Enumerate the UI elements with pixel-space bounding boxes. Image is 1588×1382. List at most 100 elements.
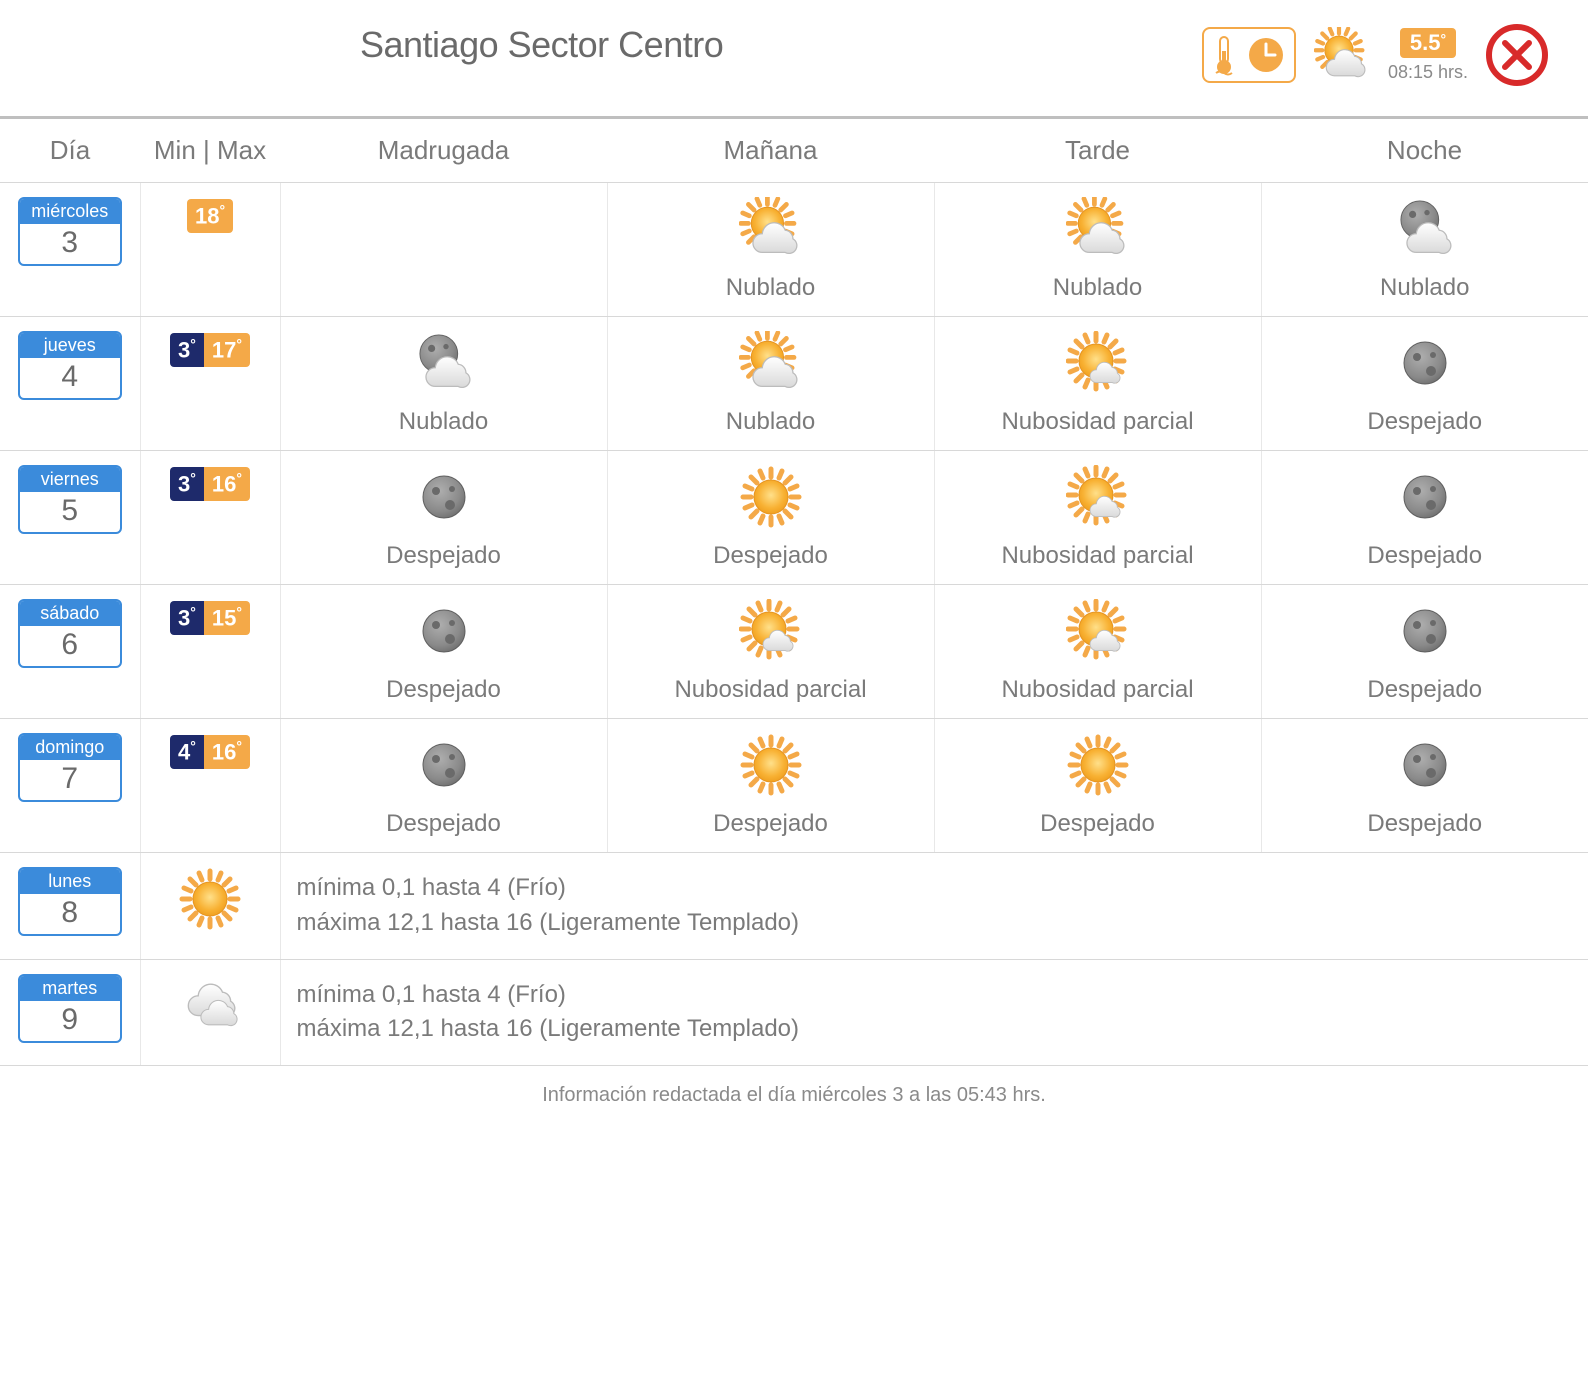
day-name: sábado (20, 601, 120, 626)
thermometer-clock-badge[interactable] (1202, 27, 1296, 83)
weather-cell: Nublado (1261, 183, 1588, 317)
moon-icon (1393, 331, 1457, 395)
moon-icon (1393, 599, 1457, 663)
weather-label: Despejado (1270, 676, 1581, 704)
day-number: 7 (20, 760, 120, 800)
summary-icon-cell (140, 853, 280, 960)
temp-min: 3° (170, 601, 204, 635)
moon-icon (412, 599, 476, 663)
day-tab[interactable]: lunes 8 (18, 867, 122, 936)
sun-icon (739, 733, 803, 797)
day-tab[interactable]: martes 9 (18, 974, 122, 1043)
weather-cell: Despejado (934, 719, 1261, 853)
weather-cell: Nubosidad parcial (934, 317, 1261, 451)
moon-icon (1393, 733, 1457, 797)
weather-cell: Nubosidad parcial (934, 451, 1261, 585)
sun-cloud-icon (739, 331, 803, 395)
weather-label: Nublado (616, 408, 926, 436)
weather-label: Despejado (616, 810, 926, 838)
temp-min: 3° (170, 333, 204, 367)
day-tab[interactable]: jueves 4 (18, 331, 122, 400)
weather-label: Nublado (1270, 274, 1581, 302)
day-tab[interactable]: domingo 7 (18, 733, 122, 802)
weather-label: Despejado (289, 676, 599, 704)
table-row: viernes 53°16°DespejadoDespejadoNubosida… (0, 451, 1588, 585)
current-temp-badge: 5.5 (1400, 28, 1456, 58)
close-icon (1499, 37, 1535, 73)
day-name: lunes (20, 869, 120, 894)
table-row: domingo 7 4°16° Despejado Despejado Despejad… (0, 719, 1588, 853)
day-number: 4 (20, 358, 120, 398)
weather-cell: Despejado (1261, 317, 1588, 451)
day-number: 8 (20, 894, 120, 934)
table-header-row: Día Min | Max Madrugada Mañana Tarde Noc… (0, 119, 1588, 183)
summary-row: martes 9 mínima 0,1 hasta 4 (Frío)máxima… (0, 959, 1588, 1066)
clock-icon (1246, 35, 1286, 75)
day-number: 3 (20, 224, 120, 264)
weather-cell: Nublado (607, 183, 934, 317)
weather-label: Nubosidad parcial (943, 408, 1253, 436)
sun-cloud-icon (1066, 197, 1130, 261)
thermometer-icon (1212, 33, 1240, 77)
weather-label: Nubosidad parcial (943, 676, 1253, 704)
current-readout: 5.5 08:15 hrs. (1388, 28, 1468, 83)
weather-cell: Despejado (1261, 585, 1588, 719)
sun-cloud-small-icon (1066, 599, 1130, 663)
day-name: miércoles (20, 199, 120, 224)
col-period-0: Madrugada (280, 119, 607, 183)
weather-label: Nublado (289, 408, 599, 436)
minmax-wrap: 3°16° (149, 467, 272, 501)
summary-row: lunes 8 mínima 0,1 hasta 4 (Frío)máxima … (0, 853, 1588, 960)
weather-cell: Despejado (607, 719, 934, 853)
sun-icon (178, 867, 242, 931)
day-tab[interactable]: miércoles 3 (18, 197, 122, 266)
sun-cloud-icon (739, 197, 803, 261)
close-button[interactable] (1486, 24, 1548, 86)
sun-icon (1066, 733, 1130, 797)
sun-icon (739, 465, 803, 529)
moon-cloud-icon (412, 331, 476, 395)
moon-icon (412, 465, 476, 529)
weather-label: Despejado (1270, 810, 1581, 838)
sun-cloud-small-icon (1066, 465, 1130, 529)
col-day: Día (0, 119, 140, 183)
weather-cell: Nublado (607, 317, 934, 451)
col-period-2: Tarde (934, 119, 1261, 183)
minmax-wrap: 3°15° (149, 601, 272, 635)
weather-label: Nublado (943, 274, 1253, 302)
weather-cell: Nubosidad parcial (607, 585, 934, 719)
minmax-wrap: 4°16° (149, 735, 272, 769)
temp-max: 16° (204, 467, 250, 501)
table-row: jueves 43°17°NubladoNubladoNubosidad par… (0, 317, 1588, 451)
summary-icon-cell (140, 959, 280, 1066)
col-minmax: Min | Max (140, 119, 280, 183)
day-number: 5 (20, 492, 120, 532)
current-time: 08:15 hrs. (1388, 62, 1468, 83)
weather-cell: Despejado (280, 451, 607, 585)
weather-cell: Nublado (280, 317, 607, 451)
weather-label: Despejado (1270, 408, 1581, 436)
summary-text: mínima 0,1 hasta 4 (Frío)máxima 12,1 has… (280, 853, 1588, 960)
sun-cloud-small-icon (1066, 331, 1130, 395)
table-row: miércoles 3 18° Nublado Nublado Nublado (0, 183, 1588, 317)
weather-label: Despejado (289, 810, 599, 838)
day-number: 6 (20, 626, 120, 666)
weather-label: Nubosidad parcial (616, 676, 926, 704)
day-name: martes (20, 976, 120, 1001)
header-right: 5.5 08:15 hrs. (1202, 24, 1548, 86)
day-tab[interactable]: sábado 6 (18, 599, 122, 668)
sun-cloud-small-icon (739, 599, 803, 663)
day-name: domingo (20, 735, 120, 760)
day-name: viernes (20, 467, 120, 492)
location-title: Santiago Sector Centro (360, 24, 723, 66)
col-period-3: Noche (1261, 119, 1588, 183)
weather-cell: Despejado (280, 585, 607, 719)
summary-text: mínima 0,1 hasta 4 (Frío)máxima 12,1 has… (280, 959, 1588, 1066)
weather-cell: Despejado (280, 719, 607, 853)
day-number: 9 (20, 1001, 120, 1041)
weather-label: Despejado (616, 542, 926, 570)
temp-max: 16° (204, 735, 250, 769)
day-tab[interactable]: viernes 5 (18, 465, 122, 534)
weather-label: Despejado (1270, 542, 1581, 570)
temp-max: 18° (187, 199, 233, 233)
